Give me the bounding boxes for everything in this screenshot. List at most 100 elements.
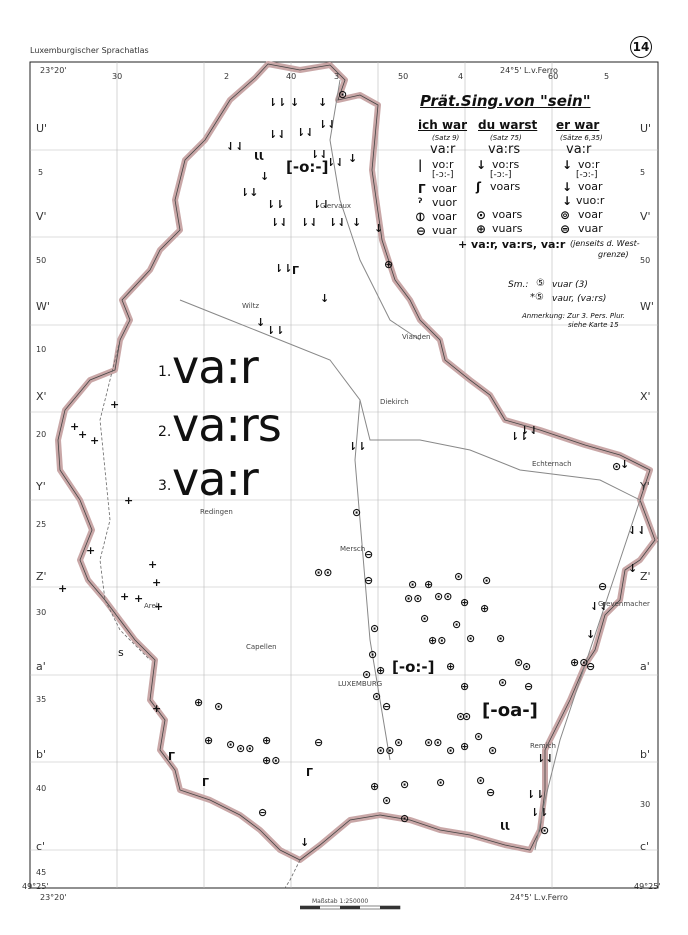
left-num: 45 xyxy=(36,868,47,877)
map-symbol: + xyxy=(152,702,162,715)
grid-top-label: 5 xyxy=(604,72,610,81)
left-num: 40 xyxy=(36,784,47,793)
sm-label: Sm.: xyxy=(508,280,529,290)
grid-top-label: 50 xyxy=(398,72,409,81)
legend-form: [-ɔ:-] xyxy=(432,170,454,180)
map-symbol: ⊙ xyxy=(226,738,236,751)
scale-bar xyxy=(300,905,401,910)
scale-label: Maßstab 1:250000 xyxy=(312,898,369,905)
right-letter: W' xyxy=(640,300,654,313)
map-symbol: ⊕ xyxy=(424,578,434,591)
map-symbol: ⊙ xyxy=(452,618,462,631)
legend-form: vo:r xyxy=(578,158,600,171)
sm-form-1: vuar (3) xyxy=(552,280,588,290)
map-symbol: ⇂⇃ xyxy=(300,216,319,229)
circle-plus-symbol: ⊕ xyxy=(476,222,487,236)
map-symbol: ↓ xyxy=(586,628,596,641)
main-form-number: 1. xyxy=(158,364,172,380)
map-symbol: ⊖ xyxy=(258,806,268,819)
map-symbol: ⇂⇂ xyxy=(510,430,529,443)
right-num: 50 xyxy=(640,256,651,265)
left-letter: U' xyxy=(36,122,48,135)
map-symbol: ⊖ xyxy=(364,548,374,561)
inner-border-thin xyxy=(57,63,656,861)
map-symbol: ⊙ xyxy=(338,88,348,101)
map-symbol: ƖƖ xyxy=(500,820,510,833)
map-symbol: ⇂⇂ xyxy=(348,440,367,453)
right-letter: V' xyxy=(640,210,651,223)
grid-top-label: 2 xyxy=(224,72,230,81)
map-symbol: + xyxy=(124,494,134,507)
grid-top-label: 3 xyxy=(334,72,340,81)
place-name: Redingen xyxy=(200,508,233,516)
legend-form: [-ɔ:-] xyxy=(576,170,598,180)
left-letter: a' xyxy=(36,660,46,673)
map-symbol: ⊕ xyxy=(194,696,204,709)
map-symbol: ⇂⇃ xyxy=(536,752,555,765)
legend-form: voars xyxy=(492,208,523,221)
map-symbol: ↓ xyxy=(290,96,300,109)
map-symbol: ⇂⇂ xyxy=(530,806,549,819)
coord-top-left: 23°20' xyxy=(40,66,67,75)
map-symbol: + xyxy=(70,420,80,433)
coord-top-right: 24°5' L.v.Ferro xyxy=(500,66,558,75)
left-letter: c' xyxy=(36,840,46,853)
map-symbol: + xyxy=(148,558,158,571)
map-symbol: ⊙ xyxy=(540,824,550,837)
map-symbol: ⊙ xyxy=(476,774,486,787)
place-name: Diekirch xyxy=(380,398,409,406)
map-symbol: ⊙ xyxy=(474,730,484,743)
map-symbol: ⊙ xyxy=(514,656,524,669)
map-symbol: ⊙ xyxy=(362,668,372,681)
map-symbol: ⇂⇃ xyxy=(268,128,287,141)
map-symbol: ↓ xyxy=(620,458,630,471)
map-symbol: ⊖ xyxy=(314,736,324,749)
map-symbol: ⇂⇃ xyxy=(296,126,315,139)
legend-plus-line: + va:r, va:rs, va:r xyxy=(458,238,566,251)
main-form: va:rs xyxy=(172,398,282,452)
map-symbol: ⇂↓ xyxy=(240,186,259,199)
map-symbol: + xyxy=(78,428,88,441)
map-symbol: ⊙ xyxy=(214,700,224,713)
right-letter: Y' xyxy=(640,480,650,493)
map-symbol: + xyxy=(86,544,96,557)
map-symbol: + xyxy=(90,434,100,447)
map-symbol: + xyxy=(134,592,144,605)
map-symbol: ⊕ xyxy=(460,680,470,693)
map-symbol: Γ xyxy=(168,750,176,763)
map-symbol: ⊖ xyxy=(486,786,496,799)
map-symbol: ⊕ xyxy=(460,740,470,753)
map-symbol: ⊙ xyxy=(408,578,418,591)
map-symbol: Γ xyxy=(306,766,314,779)
map-symbol: Γ xyxy=(292,264,300,277)
left-letter: X' xyxy=(36,390,47,403)
legend-col3-main: va:r xyxy=(566,142,592,157)
south-border-dashed xyxy=(284,859,301,889)
legend-plus-note: (jenseits d. West- xyxy=(570,239,640,248)
map-symbol: ⊙⊙ xyxy=(236,742,255,755)
map-symbol: ⊙ xyxy=(436,776,446,789)
boxed-label-southeast: [-oa-] xyxy=(482,700,538,721)
map-symbol: ⊙ xyxy=(522,660,532,673)
legend-form: vuar xyxy=(578,222,603,235)
arrow-down-symbol: ↓ xyxy=(562,194,573,208)
map-symbol: ⊙ xyxy=(488,744,498,757)
right-num: 30 xyxy=(640,800,651,809)
boxed-label-north: [-o:-] xyxy=(286,158,329,176)
map-symbol: ⊙ xyxy=(496,632,506,645)
coord-bottom-left-lat: 49°25' xyxy=(22,882,49,891)
map-symbol: ↓ xyxy=(300,836,310,849)
map-symbol: Γ xyxy=(202,776,210,789)
map-symbol: ⇂⇂ xyxy=(268,96,287,109)
legend-col1-main: va:r xyxy=(430,142,456,157)
place-name: Echternach xyxy=(532,460,572,468)
map-symbol: ⊕ xyxy=(480,602,490,615)
map-symbol: ⇂⇃ xyxy=(270,216,289,229)
map-symbol: ⊙ xyxy=(466,632,476,645)
right-letter: Z' xyxy=(640,570,651,583)
map-symbol: ⇂⇃ xyxy=(318,118,337,131)
map-symbol: ⊙⊙ xyxy=(376,744,395,757)
map-symbol: ⊙⊙ xyxy=(314,566,333,579)
map-symbol: ⇂⇂ xyxy=(274,262,293,275)
